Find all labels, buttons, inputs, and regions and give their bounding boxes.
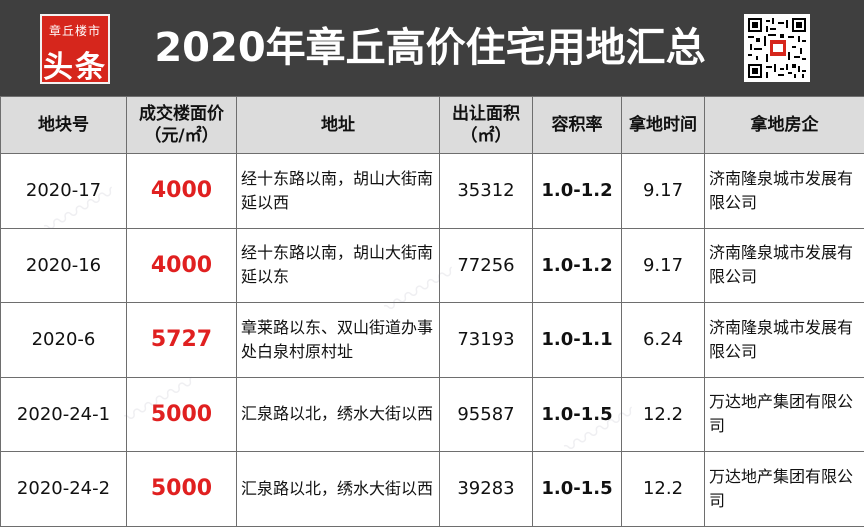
cell-area: 77256 (439, 227, 533, 303)
cell-far: 1.0-1.5 (532, 376, 622, 452)
cell-price: 5000 (126, 451, 237, 527)
title-banner: 章丘楼市 头条 2020年章丘高价住宅用地汇总 (0, 0, 864, 96)
cell-developer: 济南隆泉城市发展有限公司 (704, 153, 864, 229)
cell-price: 5727 (126, 302, 237, 378)
col-price-line1: 成交楼面价 (139, 104, 224, 124)
cell-developer: 济南隆泉城市发展有限公司 (704, 227, 864, 303)
col-developer: 拿地房企 (704, 96, 864, 154)
cell-price: 4000 (126, 153, 237, 229)
brand-logo: 章丘楼市 头条 (40, 14, 110, 85)
cell-plot: 2020-6 (0, 302, 127, 378)
cell-date: 12.2 (621, 376, 705, 452)
cell-area: 95587 (439, 376, 533, 452)
table-row: 2020-24-2 5000 汇泉路以北，绣水大街以西 39283 1.0-1.… (0, 451, 864, 527)
table-row: 2020-6 5727 章莱路以东、双山街道办事处白泉村原村址 73193 1.… (0, 302, 864, 378)
cell-far: 1.0-1.2 (532, 153, 622, 229)
col-area-line2: （㎡） (460, 126, 512, 146)
cell-plot: 2020-24-1 (0, 376, 127, 452)
cell-date: 9.17 (621, 153, 705, 229)
cell-far: 1.0-1.2 (532, 227, 622, 303)
cell-plot: 2020-16 (0, 227, 127, 303)
cell-developer: 万达地产集团有限公司 (704, 376, 864, 452)
table-row: 2020-17 4000 经十东路以南，胡山大街南延以西 35312 1.0-1… (0, 153, 864, 229)
col-area: 出让面积 （㎡） (439, 96, 533, 154)
cell-plot: 2020-24-2 (0, 451, 127, 527)
col-address: 地址 (236, 96, 440, 154)
cell-price: 5000 (126, 376, 237, 452)
cell-far: 1.0-1.1 (532, 302, 622, 378)
page-title: 2020年章丘高价住宅用地汇总 (154, 25, 706, 71)
col-plot: 地块号 (0, 96, 127, 154)
cell-date: 6.24 (621, 302, 705, 378)
cell-address: 经十东路以南，胡山大街南延以西 (236, 153, 440, 229)
cell-address: 章莱路以东、双山街道办事处白泉村原村址 (236, 302, 440, 378)
table-row: 2020-16 4000 经十东路以南，胡山大街南延以东 77256 1.0-1… (0, 227, 864, 303)
col-far: 容积率 (532, 96, 622, 154)
land-summary-table: 地块号 成交楼面价 （元/㎡） 地址 出让面积 （㎡） 容积率 拿地时间 拿地房… (0, 96, 864, 527)
cell-address: 经十东路以南，胡山大街南延以东 (236, 227, 440, 303)
cell-plot: 2020-17 (0, 153, 127, 229)
cell-price: 4000 (126, 227, 237, 303)
col-date: 拿地时间 (621, 96, 705, 154)
logo-top-text: 章丘楼市 (48, 24, 101, 38)
cell-address: 汇泉路以北，绣水大街以西 (236, 376, 440, 452)
cell-area: 35312 (439, 153, 533, 229)
table-row: 2020-24-1 5000 汇泉路以北，绣水大街以西 95587 1.0-1.… (0, 376, 864, 452)
col-price-line2: （元/㎡） (144, 126, 219, 146)
logo-main-text: 头条 (43, 50, 107, 85)
cell-address: 汇泉路以北，绣水大街以西 (236, 451, 440, 527)
cell-date: 12.2 (621, 451, 705, 527)
qr-code-icon (744, 14, 810, 82)
cell-area: 39283 (439, 451, 533, 527)
col-area-line1: 出让面积 (452, 104, 520, 124)
cell-area: 73193 (439, 302, 533, 378)
table-header-row: 地块号 成交楼面价 （元/㎡） 地址 出让面积 （㎡） 容积率 拿地时间 拿地房… (0, 96, 864, 154)
cell-developer: 万达地产集团有限公司 (704, 451, 864, 527)
cell-far: 1.0-1.5 (532, 451, 622, 527)
col-price: 成交楼面价 （元/㎡） (126, 96, 237, 154)
cell-developer: 济南隆泉城市发展有限公司 (704, 302, 864, 378)
cell-date: 9.17 (621, 227, 705, 303)
